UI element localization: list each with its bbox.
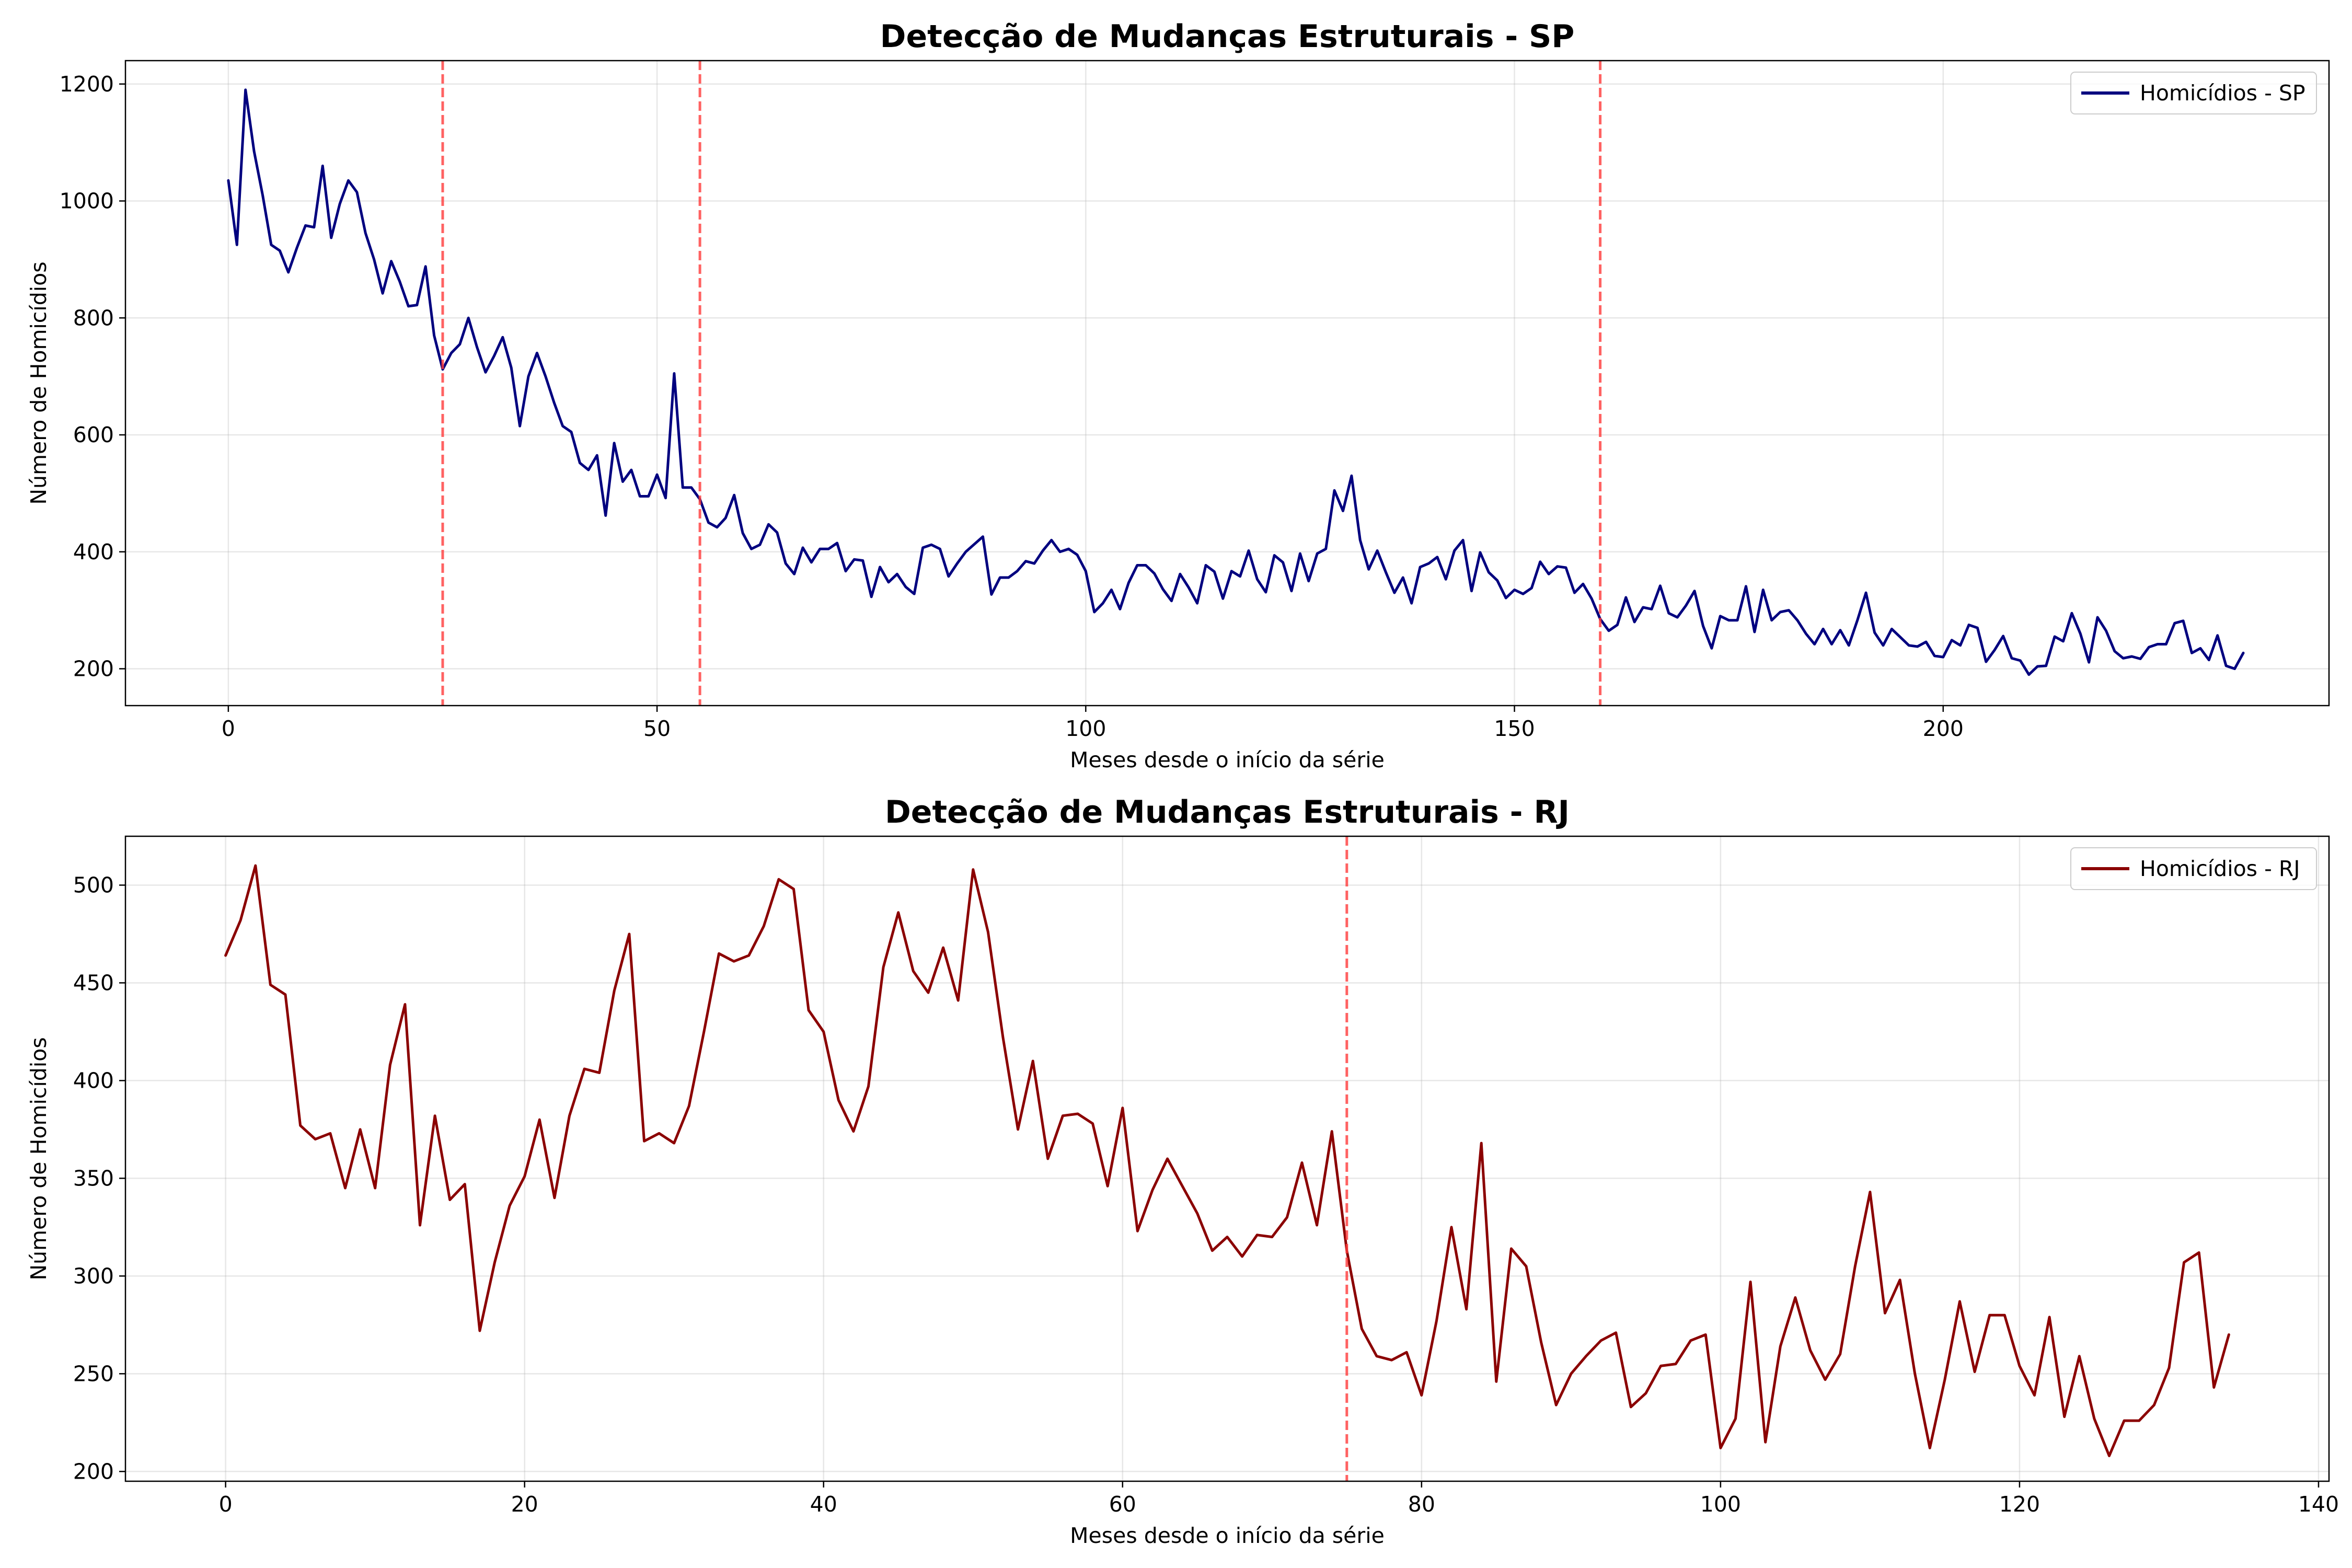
legend-label: Homicídios - RJ [2140,856,2300,881]
x-tick-label: 120 [1999,1492,2040,1517]
grid-lines [125,61,2329,706]
chart-title: Detecção de Mudanças Estruturais - RJ [885,794,1570,831]
y-tick-label: 500 [73,872,114,897]
y-tick-label: 450 [73,970,114,995]
y-tick-label: 250 [73,1361,114,1386]
series-line [224,864,2230,1457]
x-tick-label: 20 [511,1492,538,1517]
legend: Homicídios - SP [2070,72,2317,114]
plot-frame [124,835,2330,1482]
legend-label: Homicídios - SP [2140,80,2305,106]
y-tick-label: 200 [73,656,114,682]
x-tick-label: 100 [1700,1492,1741,1517]
y-tick-label: 200 [73,1459,114,1484]
x-tick-label: 150 [1494,716,1535,741]
legend-box [2070,847,2317,890]
y-tick-label: 400 [73,1068,114,1093]
y-axis-ticks: 200 250 300 350 400 450 500 [73,872,125,1484]
series-line-group [224,864,2230,1457]
x-axis-label: Meses desde o início da série [1070,747,1385,773]
x-tick-label: 80 [1408,1492,1435,1517]
y-tick-label: 300 [73,1263,114,1288]
chart-panel-sp: 0 50 100 150 200 200 400 600 800 1000 1200 Detecç… [26,18,2330,773]
x-tick-label: 100 [1065,716,1106,741]
x-tick-label: 200 [1923,716,1964,741]
x-axis-ticks: 0 50 100 150 200 [222,706,1964,741]
plot-frame [124,60,2330,707]
chart-title: Detecção de Mudanças Estruturais - SP [880,18,1575,55]
chart-panel-rj: 0 20 40 60 80 100 120 140 200 250 300 350 400 450 500… [26,794,2339,1548]
x-tick-label: 0 [222,716,235,741]
y-tick-label: 1000 [60,189,114,214]
y-axis-ticks: 200 400 600 800 1000 1200 [60,72,125,682]
y-tick-label: 800 [73,305,114,330]
x-axis-label: Meses desde o início da série [1070,1523,1385,1548]
breakpoint-lines [441,61,1602,706]
x-tick-label: 40 [810,1492,837,1517]
y-tick-label: 600 [73,422,114,447]
series-line-group [227,88,2245,676]
x-tick-label: 0 [219,1492,233,1517]
y-tick-label: 400 [73,539,114,564]
legend-box [2070,72,2317,114]
grid-lines [125,836,2329,1481]
x-tick-label: 60 [1109,1492,1136,1517]
legend: Homicídios - RJ [2070,847,2317,890]
x-axis-ticks: 0 20 40 60 80 100 120 140 [219,1481,2339,1517]
y-axis-label: Número de Homicídios [26,261,51,504]
y-tick-label: 1200 [60,72,114,97]
x-tick-label: 50 [643,716,671,741]
y-axis-label: Número de Homicídios [26,1037,51,1280]
x-tick-label: 140 [2298,1492,2339,1517]
y-tick-label: 350 [73,1166,114,1191]
series-line [227,88,2245,676]
